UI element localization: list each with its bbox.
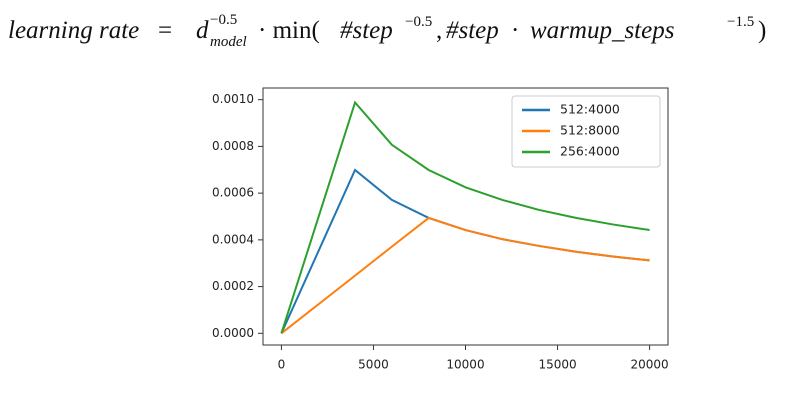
formula-text: , bbox=[436, 17, 442, 44]
formula: learning rate = d −0.5 model · min( #ste… bbox=[8, 12, 766, 50]
y-tick-label: 0.0000 bbox=[212, 326, 254, 340]
x-tick-label: 0 bbox=[278, 358, 286, 372]
formula-text: = bbox=[158, 17, 172, 44]
y-tick-label: 0.0006 bbox=[212, 186, 254, 200]
y-tick-label: 0.0008 bbox=[212, 139, 254, 153]
x-tick-label: 15000 bbox=[538, 358, 576, 372]
line-series bbox=[280, 100, 650, 334]
formula-text: learning rate bbox=[8, 17, 139, 44]
line-series bbox=[280, 216, 650, 335]
formula-text: model bbox=[210, 34, 247, 50]
legend-label: 512:8000 bbox=[560, 123, 620, 138]
x-tick-label: 10000 bbox=[446, 358, 484, 372]
y-tick-label: 0.0010 bbox=[212, 92, 254, 106]
formula-text: −0.5 bbox=[405, 14, 432, 30]
formula-text: #step bbox=[446, 17, 499, 44]
formula-text: · bbox=[511, 17, 519, 44]
x-tick-label: 5000 bbox=[358, 358, 389, 372]
formula-text: d bbox=[196, 17, 209, 44]
legend-label: 512:4000 bbox=[560, 102, 620, 117]
formula-text: ) bbox=[758, 17, 766, 44]
y-tick-label: 0.0002 bbox=[212, 279, 254, 293]
formula-text: · min( bbox=[258, 17, 320, 44]
legend-label: 256:4000 bbox=[560, 144, 620, 159]
y-tick-label: 0.0004 bbox=[212, 232, 254, 246]
formula-text: −0.5 bbox=[210, 12, 237, 28]
line-series bbox=[280, 168, 650, 334]
legend-box bbox=[511, 95, 661, 168]
formula-text: −1.5 bbox=[727, 14, 754, 30]
x-tick-label: 20000 bbox=[630, 358, 668, 372]
formula-text: warmup_steps bbox=[530, 17, 674, 44]
formula-text: #step bbox=[340, 17, 393, 44]
